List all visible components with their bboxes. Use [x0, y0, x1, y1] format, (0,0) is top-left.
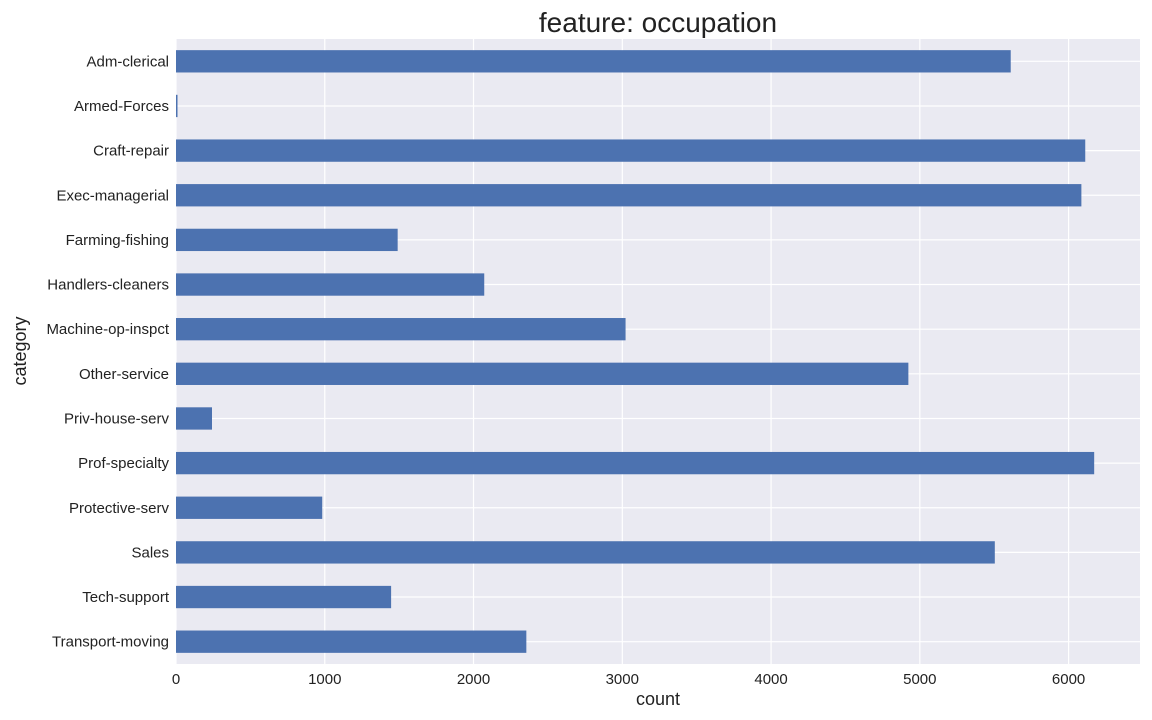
- bar-prof-specialty: [176, 451, 1095, 475]
- y-tick-label: Priv-house-serv: [64, 410, 170, 427]
- y-tick-label: Transport-moving: [52, 634, 169, 651]
- bar-craft-repair: [176, 139, 1086, 162]
- x-tick-label: 6000: [1052, 671, 1085, 688]
- bar-tech-support: [176, 585, 392, 609]
- bars: [176, 50, 1095, 653]
- bar-armed-forces: [176, 94, 178, 118]
- bar-handlers-cleaners: [176, 273, 485, 296]
- y-tick-label: Tech-support: [82, 589, 170, 606]
- x-axis-label: count: [636, 689, 680, 709]
- y-tick-label: Handlers-cleaners: [47, 277, 169, 294]
- y-tick-label: Prof-specialty: [78, 455, 169, 472]
- y-tick-label: Protective-serv: [69, 500, 170, 517]
- bar-priv-house-serv: [176, 407, 213, 430]
- bar-other-service: [176, 362, 909, 385]
- x-tick-labels: 0 1000 2000 3000 4000 5000 6000: [172, 671, 1085, 688]
- y-tick-label: Exec-managerial: [56, 187, 169, 204]
- bar-exec-managerial: [176, 184, 1082, 207]
- plot-area: [176, 39, 1140, 664]
- x-tick-label: 0: [172, 671, 180, 688]
- y-tick-label: Sales: [131, 544, 169, 561]
- x-tick-label: 4000: [754, 671, 787, 688]
- y-tick-label: Adm-clerical: [86, 53, 169, 70]
- chart-title: feature: occupation: [539, 7, 777, 38]
- y-tick-label: Other-service: [79, 366, 169, 383]
- y-tick-label: Machine-op-inspct: [46, 321, 169, 338]
- bar-protective-serv: [176, 496, 323, 519]
- y-tick-label: Armed-Forces: [74, 98, 169, 115]
- y-tick-label: Craft-repair: [93, 143, 169, 160]
- x-tick-label: 5000: [903, 671, 936, 688]
- bar-adm-clerical: [176, 50, 1011, 73]
- y-tick-label: Farming-fishing: [66, 232, 169, 249]
- x-tick-label: 3000: [606, 671, 639, 688]
- bar-sales: [176, 541, 995, 564]
- x-tick-label: 1000: [308, 671, 341, 688]
- bar-transport-moving: [176, 630, 527, 653]
- y-tick-labels: Adm-clerical Armed-Forces Craft-repair Exec…: [46, 53, 169, 650]
- y-axis-label: category: [10, 316, 30, 385]
- x-tick-label: 2000: [457, 671, 490, 688]
- bar-machine-op-inspct: [176, 318, 626, 341]
- bar-farming-fishing: [176, 228, 398, 252]
